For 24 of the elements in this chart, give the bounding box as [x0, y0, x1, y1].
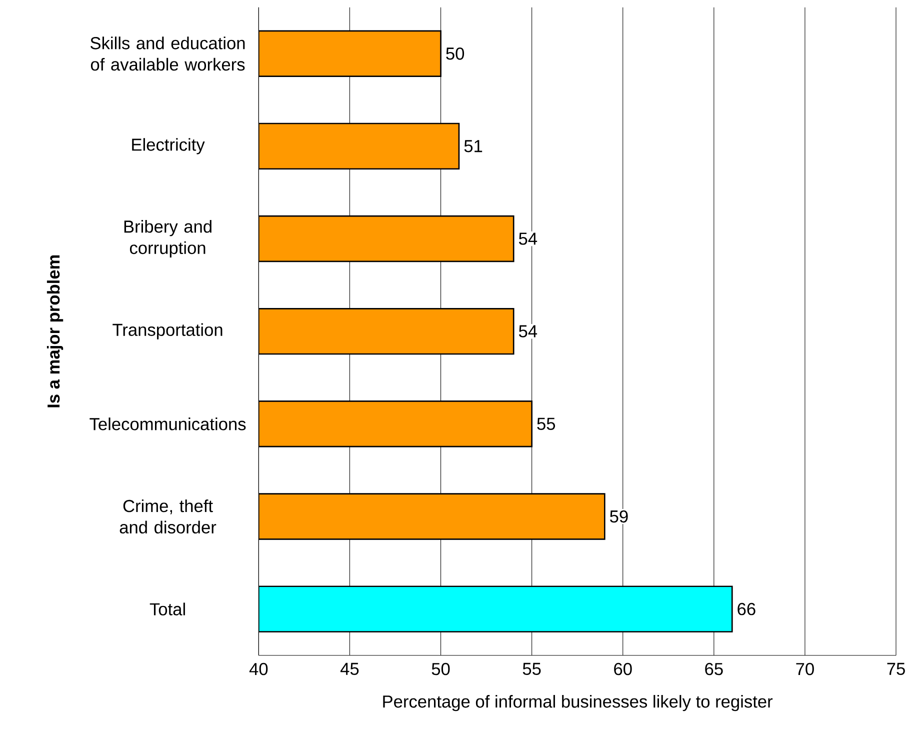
data-label: 55 — [537, 418, 556, 430]
data-label: 59 — [610, 510, 628, 522]
x-tick-label: 50 — [432, 662, 450, 676]
data-label: 51 — [464, 140, 482, 152]
y-tick-label: Crime, theft and disorder — [120, 499, 216, 534]
data-label: 54 — [518, 232, 538, 245]
y-tick-label: Electricity — [132, 138, 205, 154]
x-axis-title: Percentage of informal businesses likely to register — [383, 694, 773, 711]
y-axis-title: Is a major problem — [46, 255, 64, 408]
x-tick-label: 65 — [705, 662, 723, 676]
y-tick-label: Skills and education of available workers — [90, 36, 245, 70]
data-label: 50 — [446, 47, 464, 60]
data-label: 66 — [738, 602, 756, 616]
x-tick-label: 45 — [340, 662, 359, 675]
y-tick-label: Transportation — [112, 323, 222, 340]
y-tick-label: Bribery and corruption — [124, 220, 212, 258]
y-tick-label: Total — [150, 602, 185, 616]
x-tick-label: 60 — [614, 662, 632, 676]
x-tick-label: 70 — [796, 662, 814, 676]
x-tick-label: 75 — [887, 662, 905, 675]
x-tick-label: 40 — [249, 662, 268, 676]
y-tick-label: Telecommunications — [90, 417, 246, 430]
x-tick-label: 55 — [522, 662, 541, 675]
data-label: 54 — [518, 325, 538, 338]
